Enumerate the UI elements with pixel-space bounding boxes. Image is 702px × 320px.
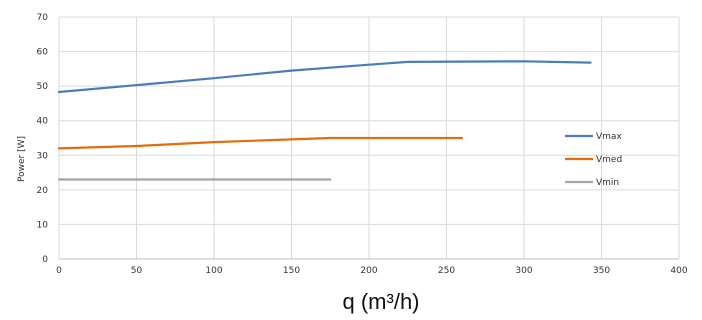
series-line-vmax: [57, 60, 592, 94]
legend: Vmax Vmed Vmin: [565, 132, 622, 188]
x-tick-label: 350: [593, 266, 610, 276]
x-tick-label: 50: [131, 266, 143, 276]
y-tick-label: 30: [37, 151, 49, 161]
legend-label-vmed: Vmed: [596, 155, 622, 165]
x-tick-label: 400: [670, 266, 687, 276]
y-tick-label: 40: [37, 117, 49, 127]
x-tick-label: 150: [283, 266, 300, 276]
x-axis-ticks: 0 50 100 150 200 250 300 350 400: [56, 266, 688, 276]
legend-label-vmin: Vmin: [596, 178, 619, 188]
y-tick-label: 0: [42, 255, 48, 265]
x-tick-label: 100: [205, 266, 222, 276]
y-axis-ticks: 0 10 20 30 40 50 60 70: [37, 13, 49, 265]
y-tick-label: 60: [37, 48, 49, 58]
y-tick-label: 10: [37, 220, 49, 230]
y-tick-label: 20: [37, 186, 49, 196]
x-axis-label: q (m³/h): [343, 289, 420, 314]
series-lines: [57, 60, 592, 181]
x-tick-label: 0: [56, 266, 62, 276]
x-tick-label: 300: [515, 266, 532, 276]
legend-label-vmax: Vmax: [596, 132, 622, 142]
x-tick-label: 250: [438, 266, 455, 276]
x-tick-label: 200: [360, 266, 377, 276]
y-tick-label: 70: [37, 13, 49, 23]
y-tick-label: 50: [37, 82, 49, 92]
series-line-vmed: [57, 136, 464, 150]
y-axis-label: Power [W]: [17, 136, 27, 182]
